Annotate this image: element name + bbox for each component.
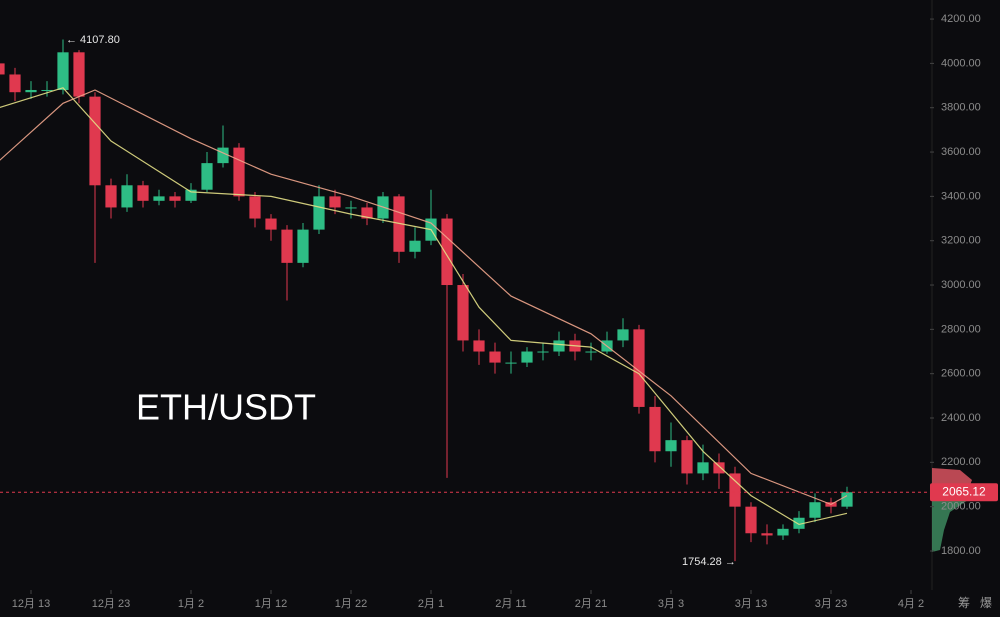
candle-body — [681, 440, 693, 474]
candle-body — [553, 340, 565, 352]
x-tick-label: 2月 11 — [495, 598, 527, 610]
candle-body — [441, 218, 453, 286]
y-tick-label: 1800.00 — [941, 545, 981, 557]
x-tick-label: 4月 2 — [898, 598, 924, 610]
low-annotation: 1754.28 → — [682, 556, 736, 568]
candle-body — [0, 63, 5, 75]
y-tick-label: 2600.00 — [941, 368, 981, 380]
candle-body — [521, 351, 533, 363]
candle-body — [313, 196, 325, 230]
toolbar-button[interactable]: 爆 — [980, 596, 992, 610]
candle-body — [633, 329, 645, 407]
toolbar-button[interactable]: 筹 — [958, 596, 970, 610]
y-tick-label: 3600.00 — [941, 146, 981, 158]
candle-body — [41, 89, 53, 91]
last-price-box — [930, 483, 998, 502]
candle-body — [121, 185, 133, 208]
candle-body — [361, 207, 373, 219]
x-tick-label: 3月 13 — [735, 598, 767, 610]
y-tick-label: 2000.00 — [941, 501, 981, 513]
candle-body — [745, 506, 757, 534]
y-tick-label: 3200.00 — [941, 235, 981, 247]
x-tick-label: 3月 23 — [815, 598, 847, 610]
candle-body — [585, 351, 597, 353]
x-tick-label: 12月 13 — [12, 598, 51, 610]
candle-body — [409, 240, 421, 252]
candle-body — [169, 196, 181, 201]
candle-body — [617, 329, 629, 341]
candle-body — [201, 163, 213, 190]
watermark: ETH/USDT — [136, 387, 316, 428]
candle-body — [761, 533, 773, 536]
y-tick-label: 2800.00 — [941, 323, 981, 335]
y-tick-label: 3000.00 — [941, 279, 981, 291]
high-annotation: ← 4107.80 — [66, 34, 120, 46]
candle-body — [729, 473, 741, 507]
x-tick-label: 3月 3 — [658, 598, 684, 610]
candle-body — [217, 147, 229, 164]
x-tick-label: 2月 1 — [418, 598, 444, 610]
candle-body — [505, 362, 517, 364]
moving-average-line — [0, 89, 848, 506]
candle-body — [777, 528, 789, 536]
candle-body — [457, 285, 469, 341]
candle-body — [473, 340, 485, 352]
x-tick-label: 1月 12 — [255, 598, 287, 610]
candle-body — [297, 229, 309, 263]
candle-body — [153, 196, 165, 201]
moving-average-line — [0, 87, 848, 526]
candle-body — [57, 52, 69, 90]
candle-body — [137, 185, 149, 201]
y-tick-label: 2400.00 — [941, 412, 981, 424]
last-price-label: 2065.12 — [942, 484, 986, 498]
x-tick-label: 2月 21 — [575, 598, 607, 610]
y-tick-label: 2200.00 — [941, 456, 981, 468]
candle-body — [9, 74, 21, 93]
volume-profile-buy — [932, 496, 968, 552]
candle-body — [265, 218, 277, 230]
x-tick-label: 1月 2 — [178, 598, 204, 610]
candle-body — [697, 462, 709, 474]
y-tick-label: 3800.00 — [941, 102, 981, 114]
candle-body — [793, 517, 805, 529]
candle-body — [649, 406, 661, 452]
candle-body — [249, 196, 261, 219]
candle-body — [281, 229, 293, 263]
candle-body — [489, 351, 501, 363]
candle-body — [841, 492, 853, 507]
x-tick-label: 12月 23 — [92, 598, 131, 610]
candle-body — [73, 52, 85, 97]
candle-body — [329, 196, 341, 208]
y-tick-label: 3400.00 — [941, 190, 981, 202]
candle-body — [809, 502, 821, 518]
candle-body — [393, 196, 405, 252]
candle-body — [233, 147, 245, 197]
x-tick-label: 1月 22 — [335, 598, 367, 610]
candle-body — [89, 96, 101, 186]
candle-body — [713, 462, 725, 474]
candle-body — [185, 189, 197, 201]
candle-body — [537, 351, 549, 353]
candle-body — [665, 440, 677, 452]
candle-body — [105, 185, 117, 208]
y-tick-label: 4200.00 — [941, 13, 981, 25]
candle-body — [25, 89, 37, 93]
candle-body — [345, 207, 357, 209]
y-tick-label: 4000.00 — [941, 57, 981, 69]
